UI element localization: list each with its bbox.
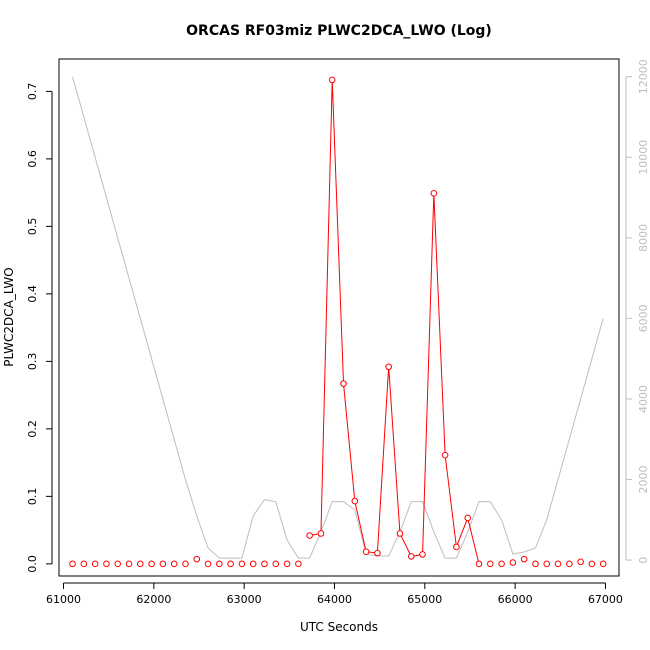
y2-tick-label: 6000: [637, 304, 650, 332]
y-axis-label: PLWC2DCA_LWO: [2, 267, 16, 366]
x-tick-label: 65000: [407, 593, 442, 606]
data-point: [328, 76, 336, 84]
data-point: [238, 560, 246, 568]
y-tick-label: 0.6: [26, 150, 39, 168]
data-point: [577, 558, 584, 566]
data-point: [419, 551, 426, 558]
gray-series-line: [72, 76, 604, 559]
data-point: [136, 560, 144, 568]
y-tick-label: 0.3: [26, 353, 39, 371]
plot-frame: [58, 58, 620, 577]
y-tick-label: 0.2: [26, 420, 39, 438]
data-point: [340, 380, 347, 387]
series-red: [69, 76, 607, 568]
data-point: [441, 451, 449, 459]
data-point: [509, 559, 517, 566]
y-tick-label: 0.5: [26, 218, 39, 236]
y2-tick-label: 8000: [637, 224, 650, 252]
data-point: [385, 363, 392, 371]
data-point: [295, 560, 302, 568]
data-point: [464, 514, 472, 522]
data-point: [543, 560, 551, 568]
data-point: [306, 532, 313, 539]
data-point: [554, 560, 562, 568]
data-point: [588, 560, 596, 568]
data-point: [453, 543, 460, 551]
data-point: [498, 560, 505, 568]
data-point: [317, 530, 325, 537]
x-tick-label: 62000: [136, 593, 171, 606]
data-point: [520, 555, 528, 563]
plot-area: [58, 58, 620, 577]
data-point: [91, 560, 99, 568]
series-gray: [72, 76, 604, 559]
data-point: [396, 530, 404, 537]
x-tick-label: 64000: [317, 593, 352, 606]
data-point: [566, 560, 573, 568]
data-point: [486, 560, 494, 568]
red-series-line: [309, 79, 480, 564]
data-point: [283, 560, 291, 568]
y-tick-label: 0.4: [26, 285, 39, 303]
x-tick-label: 63000: [227, 593, 262, 606]
data-point: [125, 560, 133, 568]
data-point: [475, 560, 483, 568]
y-axis-right: 0 2000 4000 6000 8000 10000 12000: [625, 59, 650, 564]
x-axis: 61000 62000 63000 64000 65000 66000 67000: [46, 582, 623, 606]
data-point: [159, 560, 167, 568]
data-point: [351, 497, 359, 505]
y2-tick-label: 12000: [637, 59, 650, 94]
y-axis-left: 0.0 0.1 0.2 0.3 0.4 0.5 0.6 0.7: [26, 83, 53, 573]
data-point: [114, 560, 122, 568]
data-point: [272, 560, 280, 568]
data-point: [182, 560, 189, 568]
y-tick-label: 0.7: [26, 83, 39, 101]
y-tick-label: 0.0: [26, 555, 39, 573]
data-point: [80, 560, 88, 568]
data-point: [261, 560, 268, 568]
y-tick-label: 0.1: [26, 488, 39, 506]
data-point: [170, 560, 178, 568]
x-tick-label: 66000: [498, 593, 533, 606]
data-point: [362, 548, 370, 556]
data-point: [249, 560, 257, 568]
x-tick-label: 67000: [588, 593, 623, 606]
data-point: [193, 555, 201, 563]
chart-title: ORCAS RF03miz PLWC2DCA_LWO (Log): [186, 23, 492, 39]
data-point: [532, 560, 539, 568]
data-point: [69, 560, 76, 568]
data-point: [216, 560, 223, 568]
data-point: [148, 560, 155, 568]
data-point: [103, 560, 110, 568]
data-point: [407, 553, 415, 560]
data-point: [430, 190, 438, 197]
x-axis-label: UTC Seconds: [300, 620, 378, 634]
y2-tick-label: 4000: [637, 385, 650, 413]
data-point: [227, 560, 234, 568]
x-tick-label: 61000: [46, 593, 81, 606]
y2-tick-label: 2000: [637, 466, 650, 494]
data-point: [204, 560, 212, 568]
data-point: [374, 549, 381, 557]
y2-tick-label: 10000: [637, 140, 650, 175]
data-point: [599, 560, 607, 568]
y2-tick-label: 0: [637, 557, 650, 564]
